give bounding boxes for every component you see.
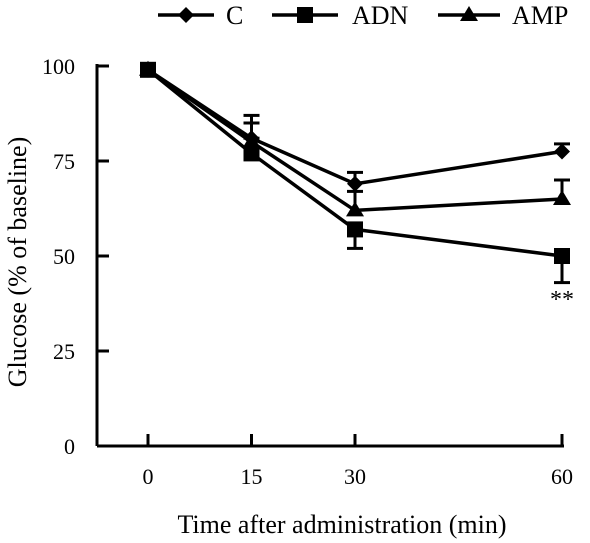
x-axis-title: Time after administration (min) xyxy=(177,510,506,539)
point-amp-60 xyxy=(553,190,571,205)
legend-item-amp: AMP xyxy=(438,1,568,30)
legend-item-adn: ADN xyxy=(272,1,409,30)
x-tick-label-60: 60 xyxy=(551,464,573,489)
series-amp xyxy=(139,60,571,217)
axes: 0 25 50 75 100 0 15 30 60 Time after administrati… xyxy=(3,54,573,539)
y-tick-label-25: 25 xyxy=(53,339,75,364)
y-tick-label-50: 50 xyxy=(53,244,75,269)
series-line-adn xyxy=(146,68,563,258)
point-adn-30 xyxy=(347,221,363,238)
point-amp-30 xyxy=(346,201,364,217)
legend-label-adn: ADN xyxy=(352,1,409,30)
y-tick-label-100: 100 xyxy=(42,54,75,79)
legend-marker-amp xyxy=(460,6,478,21)
point-c-30 xyxy=(347,175,363,192)
legend-marker-c xyxy=(178,7,194,23)
legend: C ADN AMP xyxy=(158,1,568,30)
legend-label-amp: AMP xyxy=(512,1,568,30)
legend-marker-adn xyxy=(297,7,313,23)
legend-label-c: C xyxy=(226,1,243,30)
point-adn-60 xyxy=(554,248,570,264)
point-c-60 xyxy=(554,143,570,160)
x-tick-label-15: 15 xyxy=(241,464,263,489)
point-adn-15 xyxy=(243,145,260,162)
series-line-c xyxy=(147,68,563,186)
y-axis-title: Glucose (% of baseline) xyxy=(3,137,32,388)
point-amp-0 xyxy=(139,60,157,76)
x-tick-label-30: 30 xyxy=(344,464,366,489)
y-tick-label-0: 0 xyxy=(64,434,75,459)
series-adn xyxy=(140,61,570,285)
y-tick-label-75: 75 xyxy=(53,149,75,174)
series-line-amp xyxy=(146,68,563,213)
point-amp-15 xyxy=(242,133,261,148)
x-tick-label-0: 0 xyxy=(143,464,154,489)
annotation-0: ** xyxy=(550,287,574,313)
series-c xyxy=(140,61,570,192)
annotation-layer: ** xyxy=(550,287,574,313)
legend-item-c: C xyxy=(158,1,243,30)
series-layer xyxy=(139,60,571,285)
